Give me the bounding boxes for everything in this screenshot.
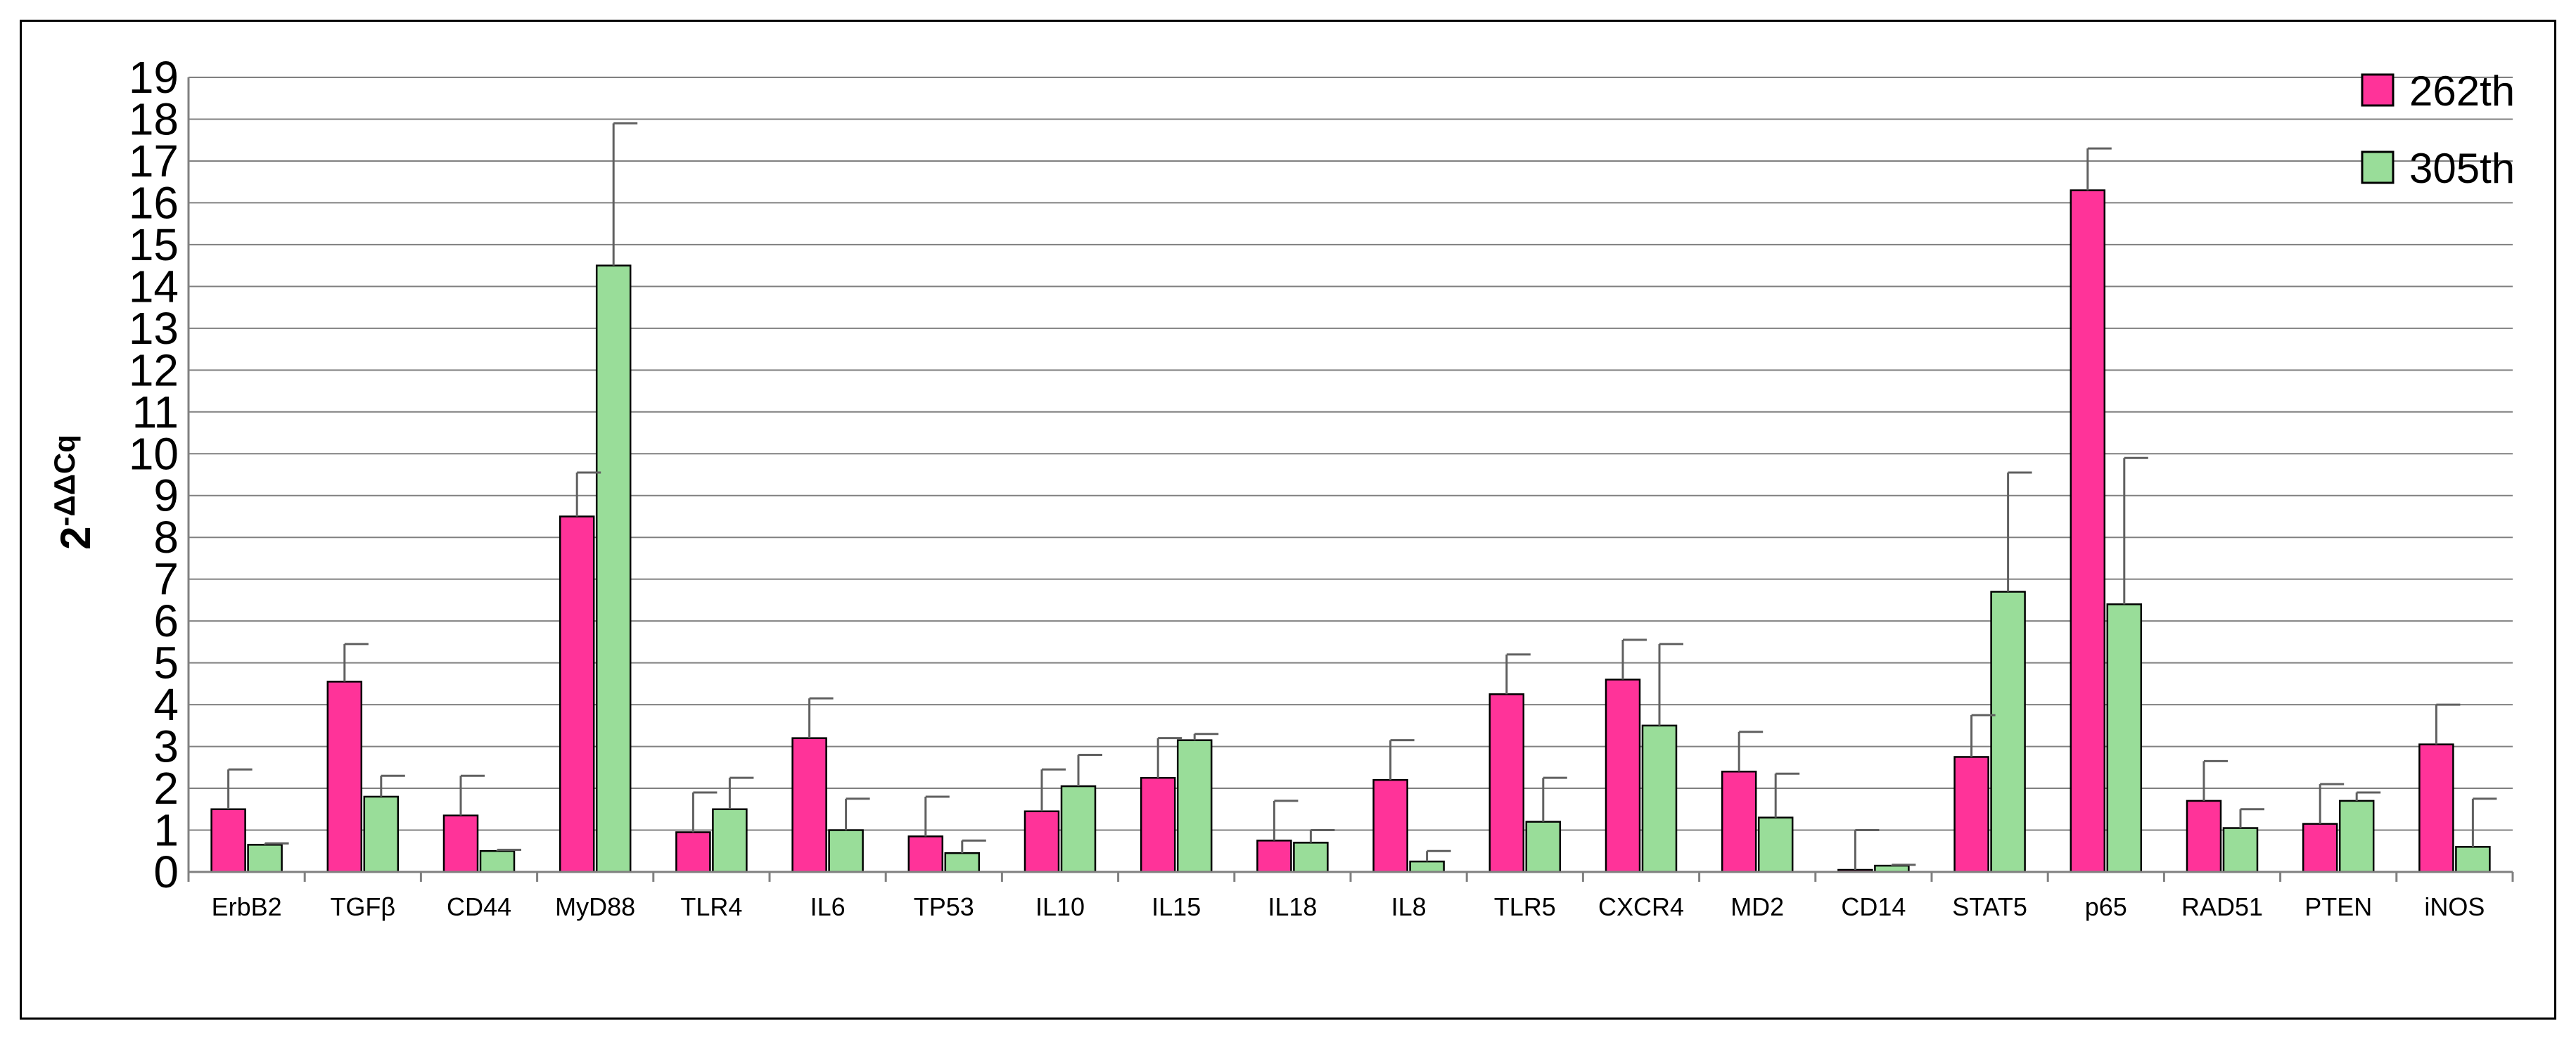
category-label: CD14 [1841,892,1906,921]
category-label: IL15 [1152,892,1201,921]
axes [187,77,2514,882]
category-label: MyD88 [555,892,635,921]
error-bars [227,122,2497,871]
legend: 262th 305th [2361,68,2515,192]
legend-label-262th: 262th [2409,68,2515,115]
bars [210,189,2491,873]
bar-305th-CXCR4 [1641,724,1678,873]
bar-305th-CD44 [479,850,516,873]
y-axis-label-superscript: -ΔΔCq [48,435,81,526]
legend-label-305th: 305th [2409,145,2515,192]
bar-305th-TGFβ [363,795,400,873]
y-tick-label: 10 [129,428,179,479]
category-label: CD44 [447,892,511,921]
bar-305th-TP53 [944,852,981,873]
bar-262th-IL8 [1372,778,1408,873]
category-label: STAT5 [1952,892,2027,921]
bar-262th-TLR5 [1488,693,1525,873]
bar-262th-CXCR4 [1605,679,1641,873]
bar-262th-IL18 [1256,840,1292,873]
category-label: TGFβ [330,892,395,921]
bar-305th-IL6 [828,829,864,873]
y-tick-label: 19 [129,52,179,103]
bar-305th-IL8 [1409,860,1445,873]
category-label: p65 [2085,892,2127,921]
bar-262th-RAD51 [2186,800,2222,873]
bar-305th-MyD88 [595,264,632,873]
category-label: MD2 [1730,892,1784,921]
legend-swatch-305th [2361,150,2395,184]
y-tick-label: 1 [153,805,179,856]
y-tick-label: 7 [153,554,179,605]
bar-262th-MyD88 [559,515,595,873]
y-tick-label: 8 [153,512,179,563]
bar-305th-MD2 [1757,816,1794,873]
bar-305th-TLR5 [1525,821,1562,873]
bar-262th-iNOS [2418,743,2454,873]
category-label: IL8 [1391,892,1427,921]
y-tick-label: 13 [129,303,179,354]
bar-262th-MD2 [1721,771,1757,873]
bar-305th-IL15 [1176,739,1213,873]
bar-305th-TLR4 [712,808,748,873]
y-tick-label: 11 [132,387,179,437]
category-label: TP53 [914,892,974,921]
bar-262th-TGFβ [326,681,363,873]
bar-262th-TP53 [907,835,944,873]
bar-262th-ErbB2 [210,808,246,873]
bar-262th-TLR4 [675,831,711,873]
bar-305th-iNOS [2455,846,2491,873]
bar-262th-CD44 [442,814,479,873]
y-tick-label: 16 [129,177,179,228]
bar-305th-PTEN [2338,800,2375,873]
category-label: iNOS [2424,892,2485,921]
y-axis-label-base: 2 [52,526,99,549]
y-tick-label: 17 [129,136,179,186]
bar-262th-IL10 [1024,810,1060,873]
bar-262th-IL6 [791,737,827,873]
category-label: PTEN [2304,892,2372,921]
y-axis-label: 2-ΔΔCq [48,435,99,550]
bar-262th-p65 [2070,189,2106,873]
y-tick-label: 15 [129,219,179,270]
bar-305th-IL10 [1060,785,1097,873]
bar-305th-IL18 [1293,842,1329,873]
y-tick-label: 2 [153,763,179,814]
bar-305th-ErbB2 [247,844,283,873]
category-label: IL18 [1268,892,1317,921]
gridlines [189,77,2513,831]
category-label: IL10 [1035,892,1085,921]
category-label: IL6 [810,892,846,921]
category-label: TLR5 [1494,892,1556,921]
y-tick-label: 4 [153,679,179,730]
y-tick-label: 18 [129,94,179,144]
category-label: TLR4 [680,892,742,921]
y-tick-label: 5 [153,638,179,688]
category-label: ErbB2 [212,892,282,921]
y-tick-label: 0 [153,847,179,897]
bar-305th-RAD51 [2222,827,2259,873]
y-tick-label: 9 [153,470,179,521]
bar-262th-STAT5 [1953,756,1989,873]
bar-305th-STAT5 [1990,591,2026,873]
y-tick-label: 12 [129,345,179,395]
y-tick-label: 3 [153,721,179,772]
bar-262th-PTEN [2302,823,2338,873]
legend-swatch-262th [2361,73,2395,107]
bar-262th-IL15 [1140,776,1176,873]
y-tick-label: 14 [129,261,179,312]
y-tick-label: 6 [153,596,179,646]
category-label: CXCR4 [1598,892,1684,921]
category-label: RAD51 [2181,892,2263,921]
bar-305th-p65 [2106,603,2143,873]
category-labels: ErbB2 TGFβ CD44 MyD88 TLR4 IL6 TP53 IL10 IL15 IL1… [212,892,2485,921]
